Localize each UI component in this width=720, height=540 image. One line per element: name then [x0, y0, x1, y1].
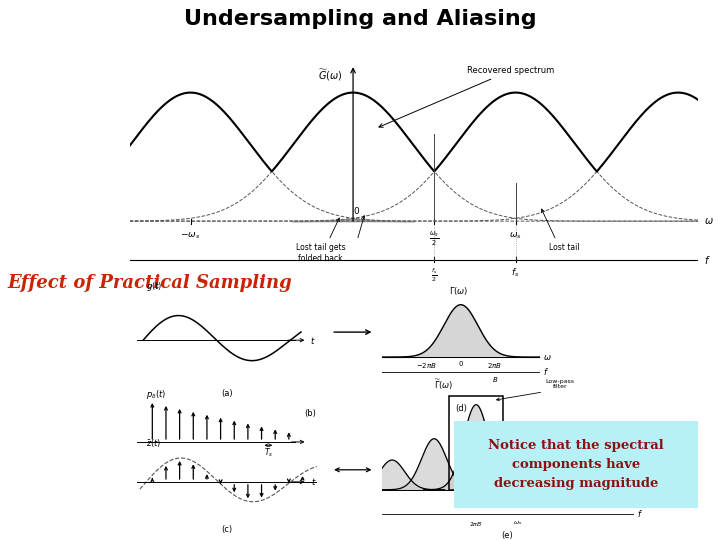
Text: Recovered spectrum: Recovered spectrum: [379, 66, 554, 127]
Text: (a): (a): [221, 389, 233, 398]
Text: $-2\pi B$: $-2\pi B$: [416, 361, 437, 370]
Text: $\omega$: $\omega$: [704, 216, 714, 226]
Text: Lost tail gets
folded back: Lost tail gets folded back: [296, 243, 346, 263]
Text: $\frac{\omega_s}{2}$: $\frac{\omega_s}{2}$: [429, 230, 439, 248]
Text: Lost tail: Lost tail: [549, 243, 580, 252]
Text: (e): (e): [502, 531, 513, 540]
Text: (c): (c): [221, 525, 233, 535]
Text: $2\pi B$: $2\pi B$: [469, 519, 483, 528]
Text: $\widetilde{G}(\omega)$: $\widetilde{G}(\omega)$: [318, 67, 343, 83]
Text: 0: 0: [353, 207, 359, 216]
Text: $p_\delta(t)$: $p_\delta(t)$: [146, 388, 166, 401]
Text: $\omega$: $\omega$: [544, 353, 552, 362]
Text: $B$: $B$: [492, 375, 498, 384]
Text: $\omega$: $\omega$: [636, 485, 645, 494]
Text: $\frac{f_s}{2}$: $\frac{f_s}{2}$: [431, 266, 438, 284]
Text: 0: 0: [459, 361, 463, 367]
Text: $\Gamma(\omega)$: $\Gamma(\omega)$: [449, 285, 468, 297]
Text: Effect of Practical Sampling: Effect of Practical Sampling: [8, 274, 292, 293]
Text: $\widetilde{\Gamma}(\omega)$: $\widetilde{\Gamma}(\omega)$: [434, 377, 454, 392]
Text: $g(t)$: $g(t)$: [145, 280, 162, 293]
Text: $f$: $f$: [704, 254, 711, 266]
Text: $f_s$: $f_s$: [511, 266, 520, 279]
Text: $t$: $t$: [310, 476, 316, 488]
Text: (d): (d): [455, 404, 467, 413]
Text: $-\omega_s$: $-\omega_s$: [181, 230, 201, 241]
Text: $\omega_s$: $\omega_s$: [509, 230, 522, 241]
Text: $t$: $t$: [310, 335, 316, 346]
Text: Undersampling and Aliasing: Undersampling and Aliasing: [184, 9, 536, 29]
Text: $2\pi B$: $2\pi B$: [487, 361, 503, 370]
Text: Low-pass
filter: Low-pass filter: [546, 379, 575, 389]
Text: $T_s$: $T_s$: [264, 447, 273, 460]
Text: $\omega_s$: $\omega_s$: [513, 519, 523, 528]
Bar: [449, 396, 503, 490]
Text: $f$: $f$: [544, 366, 549, 377]
Text: $f$: $f$: [636, 508, 643, 519]
Text: (b): (b): [305, 409, 316, 418]
Text: Notice that the spectral
components have
decreasing magnitude: Notice that the spectral components have…: [488, 439, 664, 490]
Text: $\bar{z}(t)$: $\bar{z}(t)$: [145, 437, 161, 449]
